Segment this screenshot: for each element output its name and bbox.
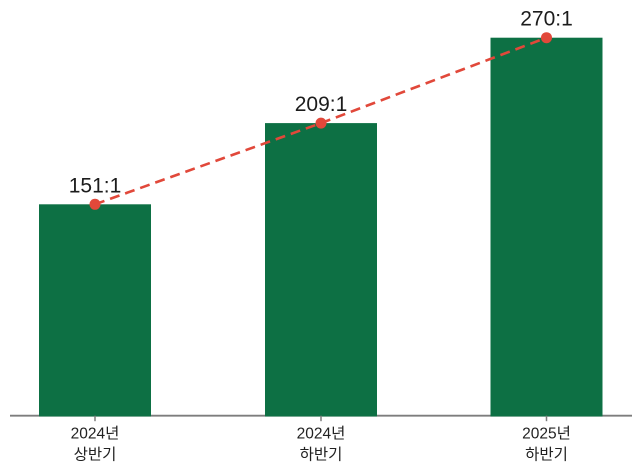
trend-point bbox=[315, 117, 327, 129]
value-label: 151:1 bbox=[69, 174, 122, 197]
bar bbox=[490, 37, 603, 417]
category-label: 2025년 하반기 bbox=[522, 425, 571, 464]
trend-point bbox=[541, 32, 552, 44]
bar bbox=[39, 204, 151, 417]
value-label: 270:1 bbox=[520, 8, 573, 31]
trend-point bbox=[89, 198, 101, 210]
category-label: 2024년 하반기 bbox=[297, 425, 346, 464]
value-label: 209:1 bbox=[295, 93, 348, 116]
bar bbox=[265, 123, 377, 417]
category-label: 2024년 상반기 bbox=[71, 425, 120, 464]
